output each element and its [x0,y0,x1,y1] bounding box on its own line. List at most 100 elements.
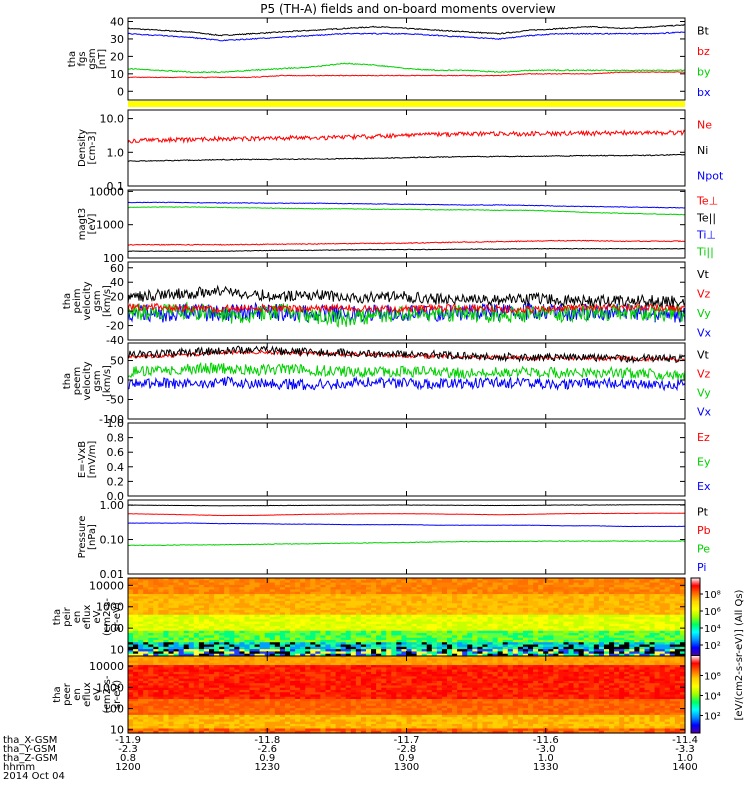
spectrogram-cell [203,600,210,604]
spectrogram-cell [340,578,347,581]
spectrogram-cell [290,605,296,609]
spectrogram-cell [588,635,595,639]
y-tick-label: 10000 [89,579,124,592]
spectrogram-cell [482,584,489,588]
spectrogram-cell [133,719,139,723]
spectrogram-cell [376,623,382,627]
spectrogram-cell [401,598,408,602]
spectrogram-cell [548,580,554,584]
spectrogram-cell [249,656,256,659]
spectrogram-cell [583,619,590,623]
spectrogram-cell [219,591,225,595]
spectrogram-cell [315,584,322,588]
spectrogram-cell [188,685,195,689]
spectrogram-cell [279,600,286,604]
spectrogram-cell [436,607,443,611]
spectrogram-cell [639,610,646,614]
y-tick-label: 40 [110,15,124,28]
spectrogram-cell [517,628,524,632]
spectrogram-cell [143,623,149,627]
spectrogram-cell [128,644,134,648]
spectrogram-cell [158,619,165,623]
spectrogram-cell [624,587,630,591]
spectrogram-cell [462,635,468,639]
spectrogram-cell [224,584,230,588]
spectrogram-cell [543,603,549,607]
spectrogram-cell [178,580,185,584]
spectrogram-cell [345,591,352,595]
spectrogram-cell [497,610,504,614]
spectrogram-cell [639,580,646,584]
spectrogram-cell [674,610,681,614]
spectrogram-cell [209,726,215,730]
spectrogram-cell [219,705,225,709]
spectrogram-cell [447,637,453,641]
spectrogram-cell [315,607,322,611]
spectrogram-cell [173,630,180,634]
spectrogram-cell [244,619,251,623]
spectrogram-cell [578,635,585,639]
spectrogram-cell [452,578,458,581]
spectrogram-cell [274,651,281,655]
spectrogram-cell [482,603,489,607]
spectrogram-cell [538,619,544,623]
spectrogram-cell [507,610,514,614]
spectrogram-cell [173,600,180,604]
spectrogram-cell [528,630,534,634]
spectrogram-cell [335,637,342,641]
spectrogram-cell [279,653,286,657]
spectrogram-cell [583,591,590,595]
spectrogram-cell [224,598,230,602]
spectrogram-cell [391,600,397,604]
spectrogram-cell [431,644,438,648]
spectrogram-cell [416,623,423,627]
spectrogram-cell [365,642,372,646]
spectrogram-cell [452,630,458,634]
y-axis-label: tha fgs gsm [nT] [67,48,108,69]
spectrogram-cell [426,603,433,607]
spectrogram-cell [295,584,301,588]
spectrogram-cell [133,680,139,684]
spectrogram-cell [183,639,190,643]
spectrogram-cell [335,591,342,595]
spectrogram-cell [593,628,600,632]
spectrogram-cell [340,621,347,625]
spectrogram-cell [401,635,408,639]
spectrogram-cell [224,614,230,618]
spectrogram-cell [203,683,210,687]
spectrogram-cell [163,728,170,732]
spectrogram-cell [198,587,205,591]
spectrogram-cell [441,582,448,586]
spectrogram-cell [219,671,225,675]
spectrogram-cell [533,594,539,597]
spectrogram-cell [563,642,570,646]
spectrogram-cell [674,628,681,632]
spectrogram-cell [578,580,585,584]
spectrogram-cell [497,580,504,584]
spectrogram-cell [624,651,630,655]
spectrogram-cell [249,726,256,730]
spectrogram-cell [401,653,408,657]
spectrogram-cell [426,594,433,597]
spectrogram-cell [239,665,246,668]
spectrogram-cell [219,600,225,604]
spectrogram-cell [188,637,195,641]
spectrogram-cell [133,660,139,664]
spectrogram-cell [310,628,316,632]
spectrogram-cell [153,687,159,691]
spectrogram-cell [188,678,195,682]
spectrogram-cell [558,619,565,623]
spectrogram-cell [153,658,159,662]
spectrogram-cell [583,600,590,604]
spectrogram-cell [593,612,600,616]
spectrogram-cell [203,605,210,609]
spectrogram-cell [624,626,630,630]
spectrogram-cell [355,653,362,657]
spectrogram-cell [598,649,605,653]
spectrogram-cell [305,605,311,609]
spectrogram-cell [219,610,225,614]
spectrogram-cell [553,607,560,611]
spectrogram-cell [158,730,165,734]
spectrogram-cell [679,649,686,653]
spectrogram-cell [679,596,686,600]
